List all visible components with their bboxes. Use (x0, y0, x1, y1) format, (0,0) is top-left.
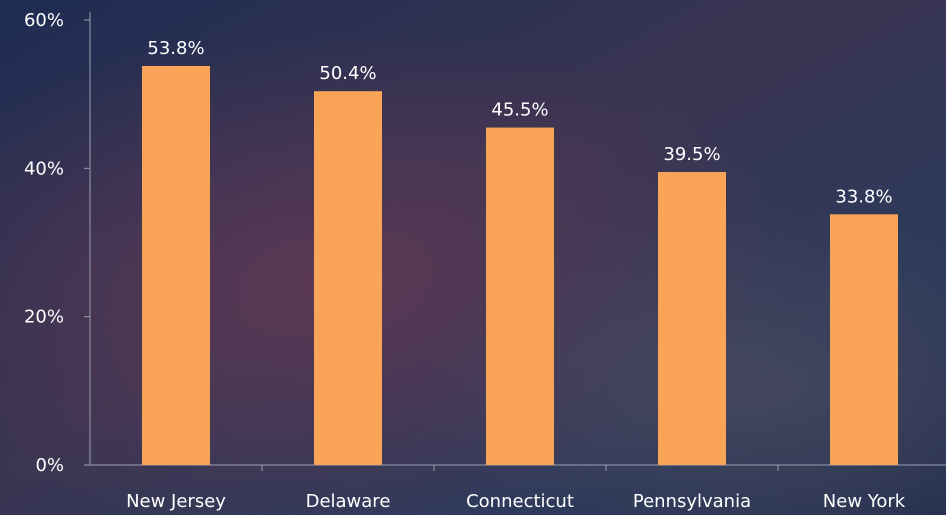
x-tick-label: New Jersey (126, 491, 226, 512)
bar (658, 172, 726, 465)
x-tick-label: New York (823, 491, 906, 512)
y-tick-label: 60% (24, 10, 64, 31)
data-label: 45.5% (491, 100, 548, 121)
x-tick-label: Pennsylvania (633, 491, 751, 512)
bar (314, 91, 382, 465)
bar (830, 214, 898, 465)
data-label: 50.4% (319, 63, 376, 84)
x-tick-label: Delaware (306, 491, 391, 512)
y-tick-label: 20% (24, 307, 64, 328)
y-tick-label: 0% (35, 455, 64, 476)
bar (486, 127, 554, 466)
data-label: 53.8% (147, 38, 204, 59)
data-label: 33.8% (835, 186, 892, 207)
x-tick-label: Connecticut (466, 491, 574, 512)
bar (142, 65, 210, 465)
y-tick-label: 40% (24, 158, 64, 179)
data-label: 39.5% (663, 144, 720, 165)
